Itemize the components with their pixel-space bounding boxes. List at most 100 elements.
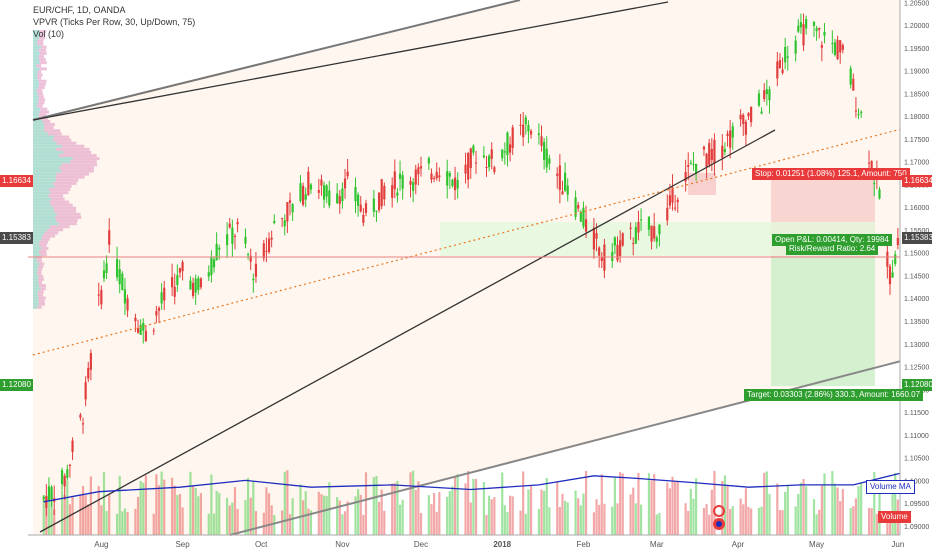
volume-bar [537,508,540,535]
vpvr-up-bar [33,135,55,139]
volume-bar [687,510,690,535]
volume-bar [731,506,734,535]
vpvr-down-bar [40,107,48,111]
volume-bar [100,505,103,535]
volume-bar [343,511,347,535]
candle-body [181,262,184,272]
vpvr-up-bar [33,172,57,176]
candle-body [799,22,802,28]
volume-bar [267,493,271,535]
vpvr-up-bar [33,150,64,154]
vpvr-up-bar [33,82,39,86]
candle-body [726,133,729,136]
volume-bar [53,509,56,535]
volume-button[interactable]: Volume [878,511,911,523]
x-tick-label: Oct [255,540,268,549]
candle-body [684,171,687,182]
candle-body [118,269,121,285]
volume-bar [857,486,860,535]
candle-body [115,259,119,278]
vpvr-down-bar [39,240,49,244]
y-tick-label: 1.16000 [904,205,929,212]
volume-ma-line [43,470,932,503]
candle-body [218,247,221,250]
volume-bar [878,480,881,535]
volume-bar [435,511,438,535]
candle-body [537,133,540,136]
candle-body [522,124,525,138]
volume-bar [472,479,475,535]
volume-bar [584,470,588,535]
candle-body [598,247,601,256]
candle-body [304,194,307,200]
volume-bar [176,495,179,535]
volume-bar [417,481,420,535]
volume-bar [396,480,399,535]
vpvr-up-bar [33,132,49,136]
volume-bar [574,490,577,535]
candle-body [474,162,478,164]
candle-body [668,195,671,206]
candle-body [548,158,551,164]
vpvr-down-bar [53,206,76,210]
vpvr-up-bar [33,107,41,111]
candle-body [543,141,546,160]
vpvr-down-bar [48,194,64,198]
vpvr-indicator-label[interactable]: VPVR (Ticks Per Row, 30, Up/Down, 75) [33,17,196,27]
volume-bar [359,494,362,535]
volume-bar [611,506,614,535]
y-tick-label: 1.15000 [904,251,929,258]
candle-body [757,93,761,106]
candle-body [619,240,622,257]
volume-bar [102,471,106,535]
candle-body [338,196,341,204]
volume-bar [493,497,496,535]
volume-bar [173,485,176,535]
vpvr-down-bar [44,129,61,133]
mid-trend-line-upper [32,1,669,121]
volume-bar [228,505,231,535]
stop-label: Stop: 0.01251 (1.08%) 125.1, Amount: 750 [752,168,910,180]
volume-indicator-label[interactable]: Vol (10) [33,29,65,39]
candle-body [435,171,438,179]
x-tick-label: Feb [577,540,591,549]
vpvr-down-bar [38,290,44,294]
vpvr-down-bar [56,219,78,223]
candle-body [671,187,674,203]
vpvr-down-bar [39,33,45,37]
vpvr-down-bar [39,110,50,114]
candle-body [639,219,643,221]
candle-body [650,225,653,242]
volume-bar [469,502,472,535]
candle-body [723,149,727,152]
volume-bar [281,510,284,535]
candle-body [674,207,677,209]
volume-bar [60,490,64,535]
candle-body [346,171,349,177]
candle-body [564,172,567,191]
vpvr-up-bar [33,256,38,260]
candle-body [831,43,834,45]
volume-ma-button[interactable]: Volume MA [866,480,915,494]
volume-bar [595,499,598,535]
vpvr-down-bar [37,104,43,108]
candle-body [233,235,237,237]
left-scale-background [0,0,28,535]
vpvr-up-bar [33,197,52,201]
vpvr-up-bar [33,129,45,133]
vpvr-up-bar [33,95,39,99]
volume-bar [377,501,381,535]
candle-body [896,237,899,246]
vpvr-up-bar [33,92,38,96]
candle-body [448,172,451,177]
volume-bar [870,508,873,535]
vpvr-down-bar [44,126,54,130]
volume-bar [160,471,163,535]
candle-body [621,233,624,246]
vpvr-down-bar [39,58,46,62]
vpvr-down-bar [38,85,45,89]
vpvr-up-bar [33,184,55,188]
symbol-title[interactable]: EUR/CHF, 1D, OANDA [33,5,126,15]
candle-body [71,440,74,452]
